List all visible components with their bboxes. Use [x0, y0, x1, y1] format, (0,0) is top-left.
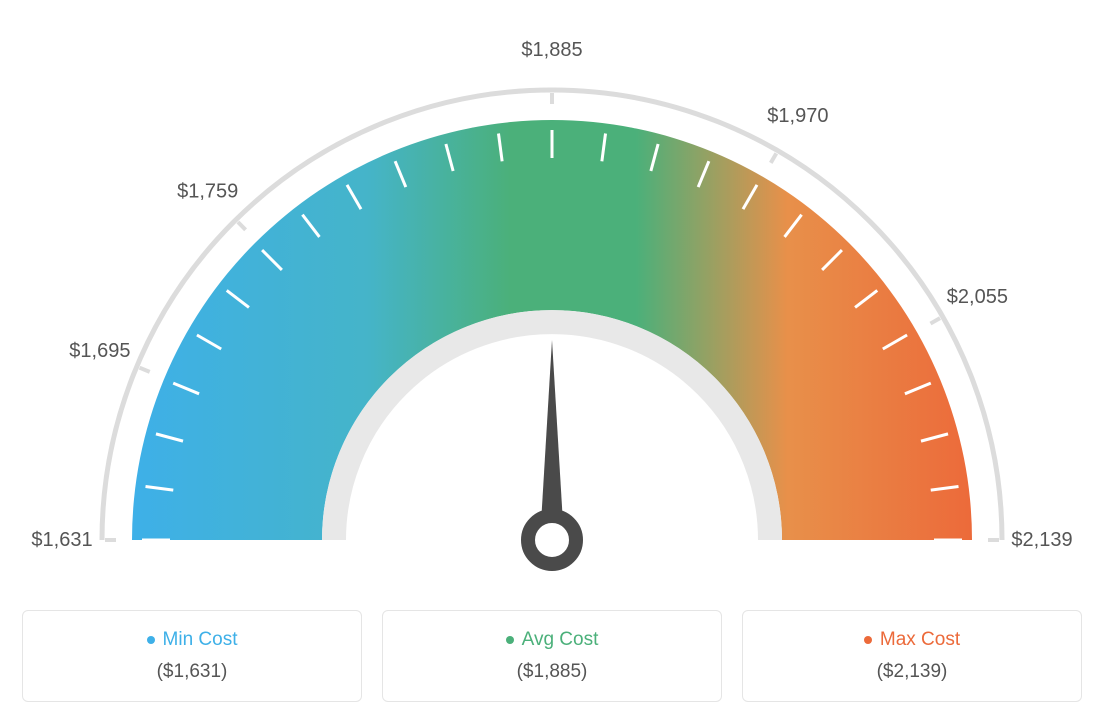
legend-min-text: Min Cost [163, 629, 238, 651]
legend-label-min: Min Cost [35, 629, 349, 651]
legend-max-value: ($2,139) [755, 661, 1069, 683]
dot-icon [506, 636, 514, 644]
gauge-hub [528, 516, 576, 564]
legend-avg-text: Avg Cost [522, 629, 599, 651]
gauge-svg: $1,631 $1,695 $1,759 $1,885 $1,970 $2,055 $2,1… [20, 20, 1084, 580]
legend-min-value: ($1,631) [35, 661, 349, 683]
legend-card-avg: Avg Cost ($1,885) [382, 610, 722, 702]
gauge-tick-label: $1,695 [69, 340, 130, 362]
legend-card-max: Max Cost ($2,139) [742, 610, 1082, 702]
gauge-tick-label: $1,885 [521, 39, 582, 61]
gauge-tick-label: $2,055 [947, 286, 1008, 308]
dot-icon [864, 636, 872, 644]
gauge-tick-label: $1,759 [177, 180, 238, 202]
legend-row: Min Cost ($1,631) Avg Cost ($1,885) Max … [20, 610, 1084, 702]
gauge-tick-label: $1,631 [31, 529, 92, 551]
legend-label-avg: Avg Cost [395, 629, 709, 651]
gauge-tick-label: $2,139 [1011, 529, 1072, 551]
legend-avg-value: ($1,885) [395, 661, 709, 683]
gauge-tick-label: $1,970 [767, 105, 828, 127]
legend-label-max: Max Cost [755, 629, 1069, 651]
dot-icon [147, 636, 155, 644]
legend-card-min: Min Cost ($1,631) [22, 610, 362, 702]
legend-max-text: Max Cost [880, 629, 960, 651]
cost-gauge-chart: $1,631 $1,695 $1,759 $1,885 $1,970 $2,055 $2,1… [20, 20, 1084, 702]
